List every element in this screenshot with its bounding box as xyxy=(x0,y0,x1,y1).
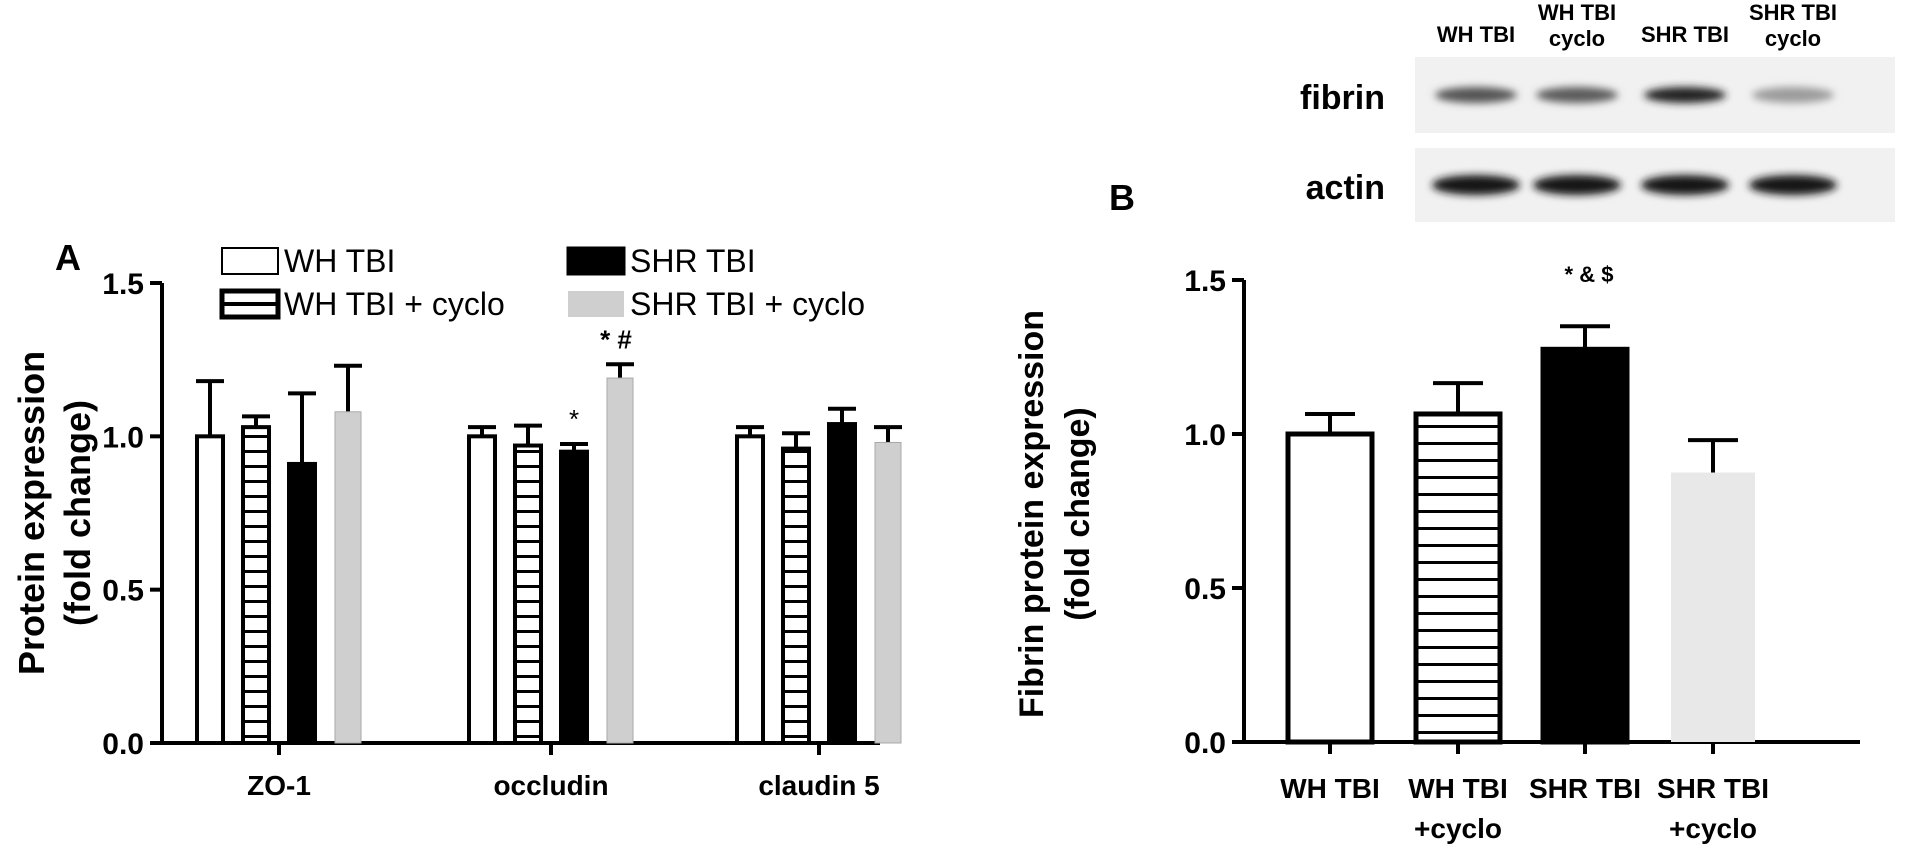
blot-lane-label-line: cyclo xyxy=(1765,26,1821,51)
bar-wh-tbi-zo-1 xyxy=(195,434,225,745)
x-tick-label-line: +cyclo xyxy=(1414,813,1502,844)
blot-band-actin-1 xyxy=(1533,175,1621,195)
blot-band-fibrin-0 xyxy=(1435,87,1517,103)
blot-lane-label-line: WH TBI xyxy=(1538,0,1616,25)
bar-shr-tbi-cyclo xyxy=(1671,472,1755,742)
x-tick-label-line: +cyclo xyxy=(1669,813,1757,844)
chart-b: 0.0 0.5 1.0 1.5 Fibrin protein expression (fo… xyxy=(1013,262,1860,844)
y-axis-label: Fibrin protein expression (fold change) xyxy=(1013,310,1097,718)
significance-marker: * xyxy=(569,404,579,434)
legend-label-wh-tbi-cyclo: WH TBI + cyclo xyxy=(284,286,505,322)
legend-label-wh-tbi: WH TBI xyxy=(284,243,395,279)
significance-marker: * & $ xyxy=(1565,262,1614,287)
legend-swatch-wh-tbi xyxy=(221,247,279,275)
panel-label-a: A xyxy=(55,237,81,278)
chart-a: 0.0 0.5 1.0 1.5 Protein expression (fold chan… xyxy=(11,243,902,801)
y-axis-label-line: (fold change) xyxy=(1059,407,1097,620)
blot-band-fibrin-1 xyxy=(1536,87,1618,103)
y-tick-label: 0.5 xyxy=(102,575,144,608)
legend-swatch-shr-tbi-cyclo xyxy=(568,291,624,317)
bar-shr-tbi-occludin xyxy=(559,449,589,745)
x-tick-label-zo-1: ZO-1 xyxy=(247,770,311,801)
bar-wh-tbi-claudin-5 xyxy=(735,434,765,745)
bar-wh-tbi xyxy=(1285,431,1375,745)
y-tick-label: 1.0 xyxy=(102,421,144,454)
blot-lane-label-2: SHR TBI xyxy=(1641,22,1729,47)
bar-wh-tbi-cyclo xyxy=(1413,411,1503,745)
bar-shr-tbi xyxy=(1540,346,1630,745)
blot-lane-label-line: cyclo xyxy=(1549,26,1605,51)
blot-row-label-fibrin: fibrin xyxy=(1300,79,1385,117)
y-tick-label: 1.5 xyxy=(102,268,144,301)
bar-shr-tbi-cyclo-zo-1 xyxy=(334,411,362,744)
bar-wh-tbi-cyclo-claudin-5 xyxy=(781,446,811,745)
bar-wh-tbi-occludin xyxy=(467,434,497,745)
blot-lane-label-line: SHR TBI xyxy=(1641,22,1729,47)
y-axis-label-line: (fold change) xyxy=(57,400,98,626)
x-tick-label-line: SHR TBI xyxy=(1657,773,1769,804)
blot-row-label-actin: actin xyxy=(1306,169,1385,207)
x-tick-label-wh-tbi-cyclo: WH TBI +cyclo xyxy=(1408,773,1508,844)
x-tick-label-shr-tbi-cyclo: SHR TBI +cyclo xyxy=(1657,773,1769,844)
legend-label-shr-tbi-cyclo: SHR TBI + cyclo xyxy=(630,286,865,322)
y-tick-label: 1.0 xyxy=(1184,419,1226,452)
blot-lane-label-line: SHR TBI xyxy=(1749,0,1837,25)
y-tick-label: 1.5 xyxy=(1184,265,1226,298)
y-axis-label: Protein expression (fold change) xyxy=(11,351,98,675)
y-tick-label: 0.5 xyxy=(1184,573,1226,606)
legend-swatch-shr-tbi xyxy=(566,246,626,276)
blot-band-actin-0 xyxy=(1432,175,1520,195)
legend-label-shr-tbi: SHR TBI xyxy=(630,243,756,279)
x-tick-label-line: WH TBI xyxy=(1408,773,1508,804)
blot-lane-label-1: WH TBI cyclo xyxy=(1538,0,1616,51)
bar-shr-tbi-cyclo-occludin xyxy=(606,377,634,744)
blot-lane-label-3: SHR TBI cyclo xyxy=(1749,0,1837,51)
x-tick-label-claudin-5: claudin 5 xyxy=(758,770,879,801)
blot-lane-label-line: WH TBI xyxy=(1437,22,1515,47)
bar-shr-tbi-zo-1 xyxy=(287,461,317,745)
bar-wh-tbi-cyclo-zo-1 xyxy=(241,425,271,745)
blot-band-fibrin-3 xyxy=(1752,87,1834,103)
significance-marker: * # xyxy=(600,324,632,354)
bar-shr-tbi-cyclo-claudin-5 xyxy=(874,441,902,744)
x-tick-label-wh-tbi: WH TBI xyxy=(1280,773,1380,804)
blot-band-actin-3 xyxy=(1749,175,1837,195)
blot-band-fibrin-2 xyxy=(1644,87,1726,103)
y-tick-label: 0.0 xyxy=(102,728,144,761)
bar-shr-tbi-claudin-5 xyxy=(827,422,857,745)
y-tick-label: 0.0 xyxy=(1184,727,1226,760)
x-tick-label-shr-tbi: SHR TBI xyxy=(1529,773,1641,804)
panel-label-b: B xyxy=(1109,177,1135,218)
x-tick-label-occludin: occludin xyxy=(493,770,608,801)
x-tick-label-line: WH TBI xyxy=(1280,773,1380,804)
blot-band-actin-2 xyxy=(1641,175,1729,195)
x-tick-label-line: SHR TBI xyxy=(1529,773,1641,804)
y-axis-label-line: Fibrin protein expression xyxy=(1013,310,1051,718)
blot-lane-label-0: WH TBI xyxy=(1437,22,1515,47)
bar-wh-tbi-cyclo-occludin xyxy=(513,443,543,745)
y-axis-label-line: Protein expression xyxy=(11,351,52,675)
